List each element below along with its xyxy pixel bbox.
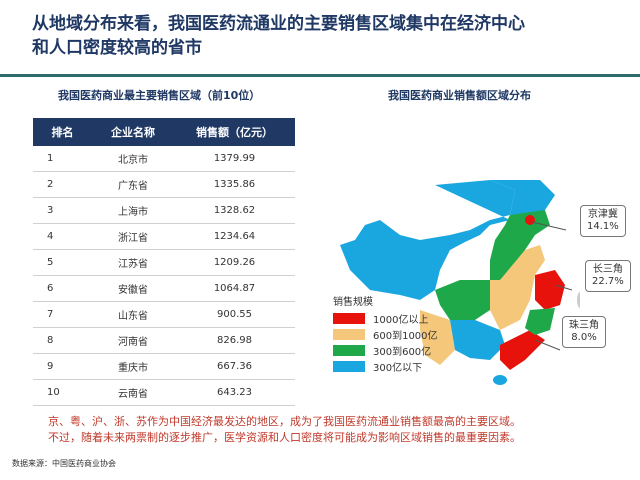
table-row: 10 云南省 643.23	[33, 379, 295, 406]
callout-line	[534, 339, 561, 351]
region-fujian	[525, 308, 555, 335]
region-orange-center	[490, 245, 545, 330]
region-mid-west	[435, 280, 490, 320]
name-cell: 安徽省	[92, 275, 174, 302]
rank-cell: 4	[33, 223, 92, 250]
legend-label: 1000亿以上	[373, 314, 429, 326]
callout-pearl: 珠三角 8.0%	[562, 316, 606, 348]
legend-title: 销售规模	[333, 297, 373, 308]
sales-cell: 1209.26	[174, 249, 295, 276]
table-row: 5 江苏省 1209.26	[33, 249, 295, 276]
legend-item: 1000亿以上	[333, 311, 438, 326]
name-cell: 江苏省	[92, 249, 174, 276]
table-row: 8 河南省 826.98	[33, 327, 295, 354]
region-low-2	[490, 180, 555, 215]
rank-cell: 9	[33, 353, 92, 380]
taiwan	[577, 292, 580, 308]
summary-note: 京、粤、沪、浙、苏作为中国经济最发达的地区，成为了我国医药流通业销售额最高的主要…	[48, 415, 521, 444]
region-high-beijing	[525, 215, 535, 225]
table-row: 2 广东省 1335.86	[33, 171, 295, 198]
sales-cell: 1064.87	[174, 275, 295, 302]
legend-swatch	[333, 312, 365, 324]
legend-label: 300亿以下	[373, 362, 423, 374]
sales-cell: 1328.62	[174, 197, 295, 224]
header-name: 企业名称	[92, 118, 174, 146]
rank-cell: 2	[33, 171, 92, 198]
rank-cell: 7	[33, 301, 92, 328]
table-row: 9 重庆市 667.36	[33, 353, 295, 380]
callout-line	[554, 284, 573, 291]
name-cell: 上海市	[92, 197, 174, 224]
rank-cell: 8	[33, 327, 92, 354]
data-source: 数据来源：中国医药商业协会	[12, 459, 116, 468]
legend-item: 300到600亿	[333, 343, 438, 358]
china-map	[340, 180, 580, 385]
table-row: 4 浙江省 1234.64	[33, 223, 295, 250]
legend-swatch	[333, 328, 365, 340]
rank-cell: 6	[33, 275, 92, 302]
callout-line	[531, 221, 567, 231]
sales-cell: 643.23	[174, 379, 295, 406]
table-row: 6 安徽省 1064.87	[33, 275, 295, 302]
region-low-south	[450, 320, 505, 360]
sales-cell: 667.36	[174, 353, 295, 380]
table-row: 7 山东省 900.55	[33, 301, 295, 328]
map-legend: 销售规模 1000亿以上 600到1000亿 300到600亿 300亿以下	[333, 293, 438, 375]
region-low	[340, 180, 515, 300]
region-mid-north	[490, 210, 550, 280]
callout-yangtze: 长三角 22.7%	[585, 260, 631, 292]
title-divider	[0, 74, 640, 77]
legend-item: 600到1000亿	[333, 327, 438, 342]
name-cell: 浙江省	[92, 223, 174, 250]
hainan	[493, 375, 507, 385]
sales-table: 排名 企业名称 销售额（亿元） 1 北京市 1379.99 2 广东省 1335.86 3 上…	[33, 118, 295, 406]
callout-jingjinji: 京津冀 14.1%	[580, 205, 626, 237]
rank-cell: 3	[33, 197, 92, 224]
page-title: 从地域分布来看，我国医药流通业的主要销售区域集中在经济中心 和人口密度较高的省市	[32, 14, 525, 58]
region-high-east	[535, 270, 565, 310]
header-rank: 排名	[33, 118, 92, 146]
rank-cell: 1	[33, 146, 92, 172]
name-cell: 北京市	[92, 146, 174, 172]
sales-cell: 1379.99	[174, 146, 295, 172]
sales-cell: 1234.64	[174, 223, 295, 250]
sales-cell: 826.98	[174, 327, 295, 354]
table-row: 3 上海市 1328.62	[33, 197, 295, 224]
legend-label: 300到600亿	[373, 346, 432, 358]
legend-label: 600到1000亿	[373, 330, 438, 342]
sales-cell: 900.55	[174, 301, 295, 328]
rank-cell: 10	[33, 379, 92, 406]
legend-item: 300亿以下	[333, 359, 438, 374]
legend-swatch	[333, 344, 365, 356]
region-high-guangdong	[500, 330, 545, 370]
table-row: 1 北京市 1379.99	[33, 146, 295, 172]
name-cell: 河南省	[92, 327, 174, 354]
name-cell: 山东省	[92, 301, 174, 328]
legend-swatch	[333, 360, 365, 372]
name-cell: 云南省	[92, 379, 174, 406]
name-cell: 广东省	[92, 171, 174, 198]
header-sales: 销售额（亿元）	[174, 118, 295, 146]
rank-cell: 5	[33, 249, 92, 276]
table-title: 我国医药商业最主要销售区域（前10位）	[58, 89, 261, 102]
region-orange-yunnan	[420, 310, 455, 365]
sales-cell: 1335.86	[174, 171, 295, 198]
map-title: 我国医药商业销售额区域分布	[388, 89, 531, 102]
name-cell: 重庆市	[92, 353, 174, 380]
